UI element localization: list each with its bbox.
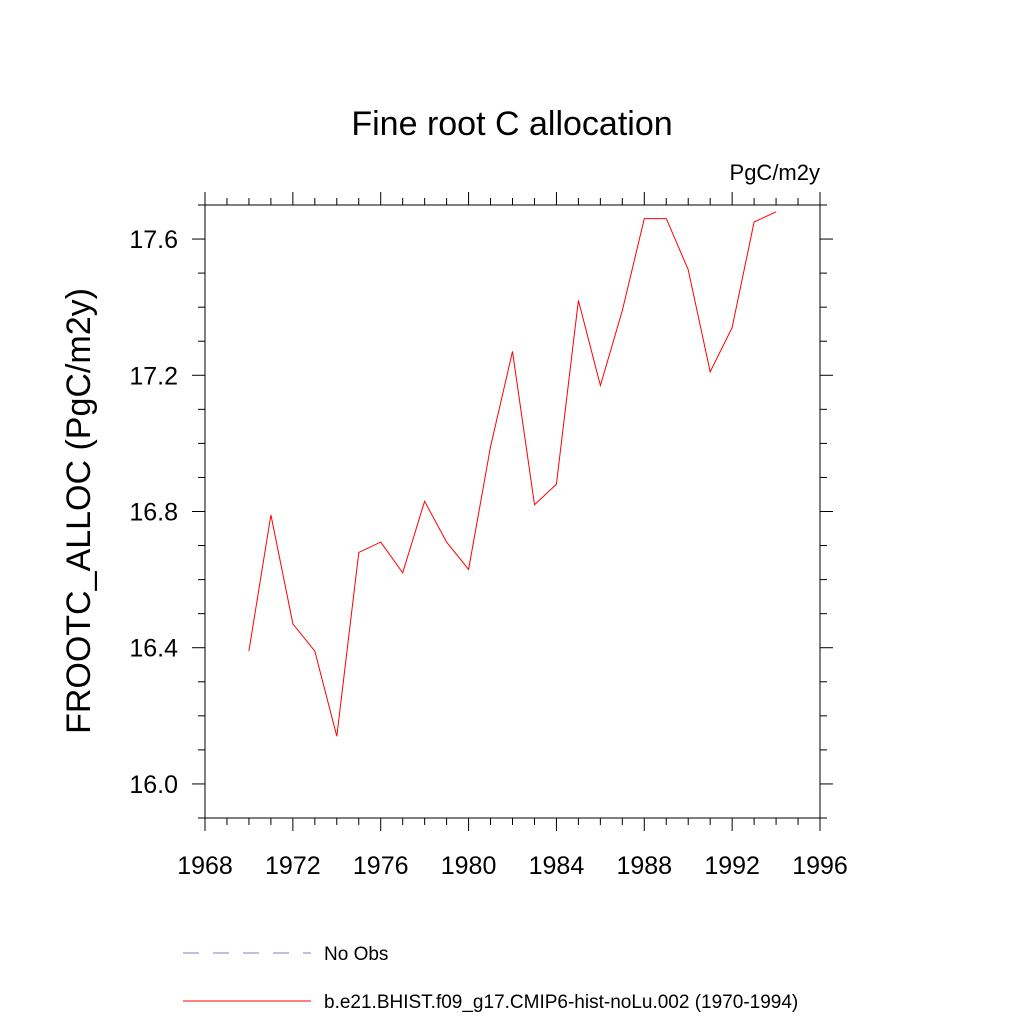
x-tick-label: 1992 <box>704 852 760 880</box>
y-tick-label: 16.4 <box>129 635 178 663</box>
x-tick-label: 1984 <box>529 852 585 880</box>
y-tick-label: 17.6 <box>129 226 178 254</box>
y-tick-label: 16.8 <box>129 499 178 527</box>
legend-label-0: No Obs <box>324 944 388 965</box>
chart-title: Fine root C allocation <box>351 105 672 143</box>
plot-frame <box>204 204 821 819</box>
x-tick-label: 1968 <box>177 852 233 880</box>
legend: No Obs b.e21.BHIST.f09_g17.CMIP6-hist-noL… <box>183 944 798 1013</box>
x-tick-label: 1980 <box>441 852 497 880</box>
y-tick-label: 17.2 <box>129 362 178 390</box>
units-label: PgC/m2y <box>730 160 820 185</box>
y-tick-label: 16.0 <box>129 771 178 799</box>
legend-label-1: b.e21.BHIST.f09_g17.CMIP6-hist-noLu.002 … <box>324 992 798 1013</box>
x-tick-label: 1996 <box>792 852 848 880</box>
x-tick-labels: 1968 1972 1976 1980 1984 1988 1992 1996 <box>177 852 848 880</box>
y-tick-labels: 16.0 16.4 16.8 17.2 17.6 <box>129 226 178 799</box>
x-tick-label: 1972 <box>265 852 321 880</box>
x-tick-label: 1988 <box>616 852 672 880</box>
axis-ticks <box>192 192 833 831</box>
y-axis-label: FROOTC_ALLOC (PgC/m2y) <box>60 288 98 734</box>
series-line-0 <box>248 211 777 737</box>
x-tick-label: 1976 <box>353 852 409 880</box>
series-group <box>248 211 777 737</box>
